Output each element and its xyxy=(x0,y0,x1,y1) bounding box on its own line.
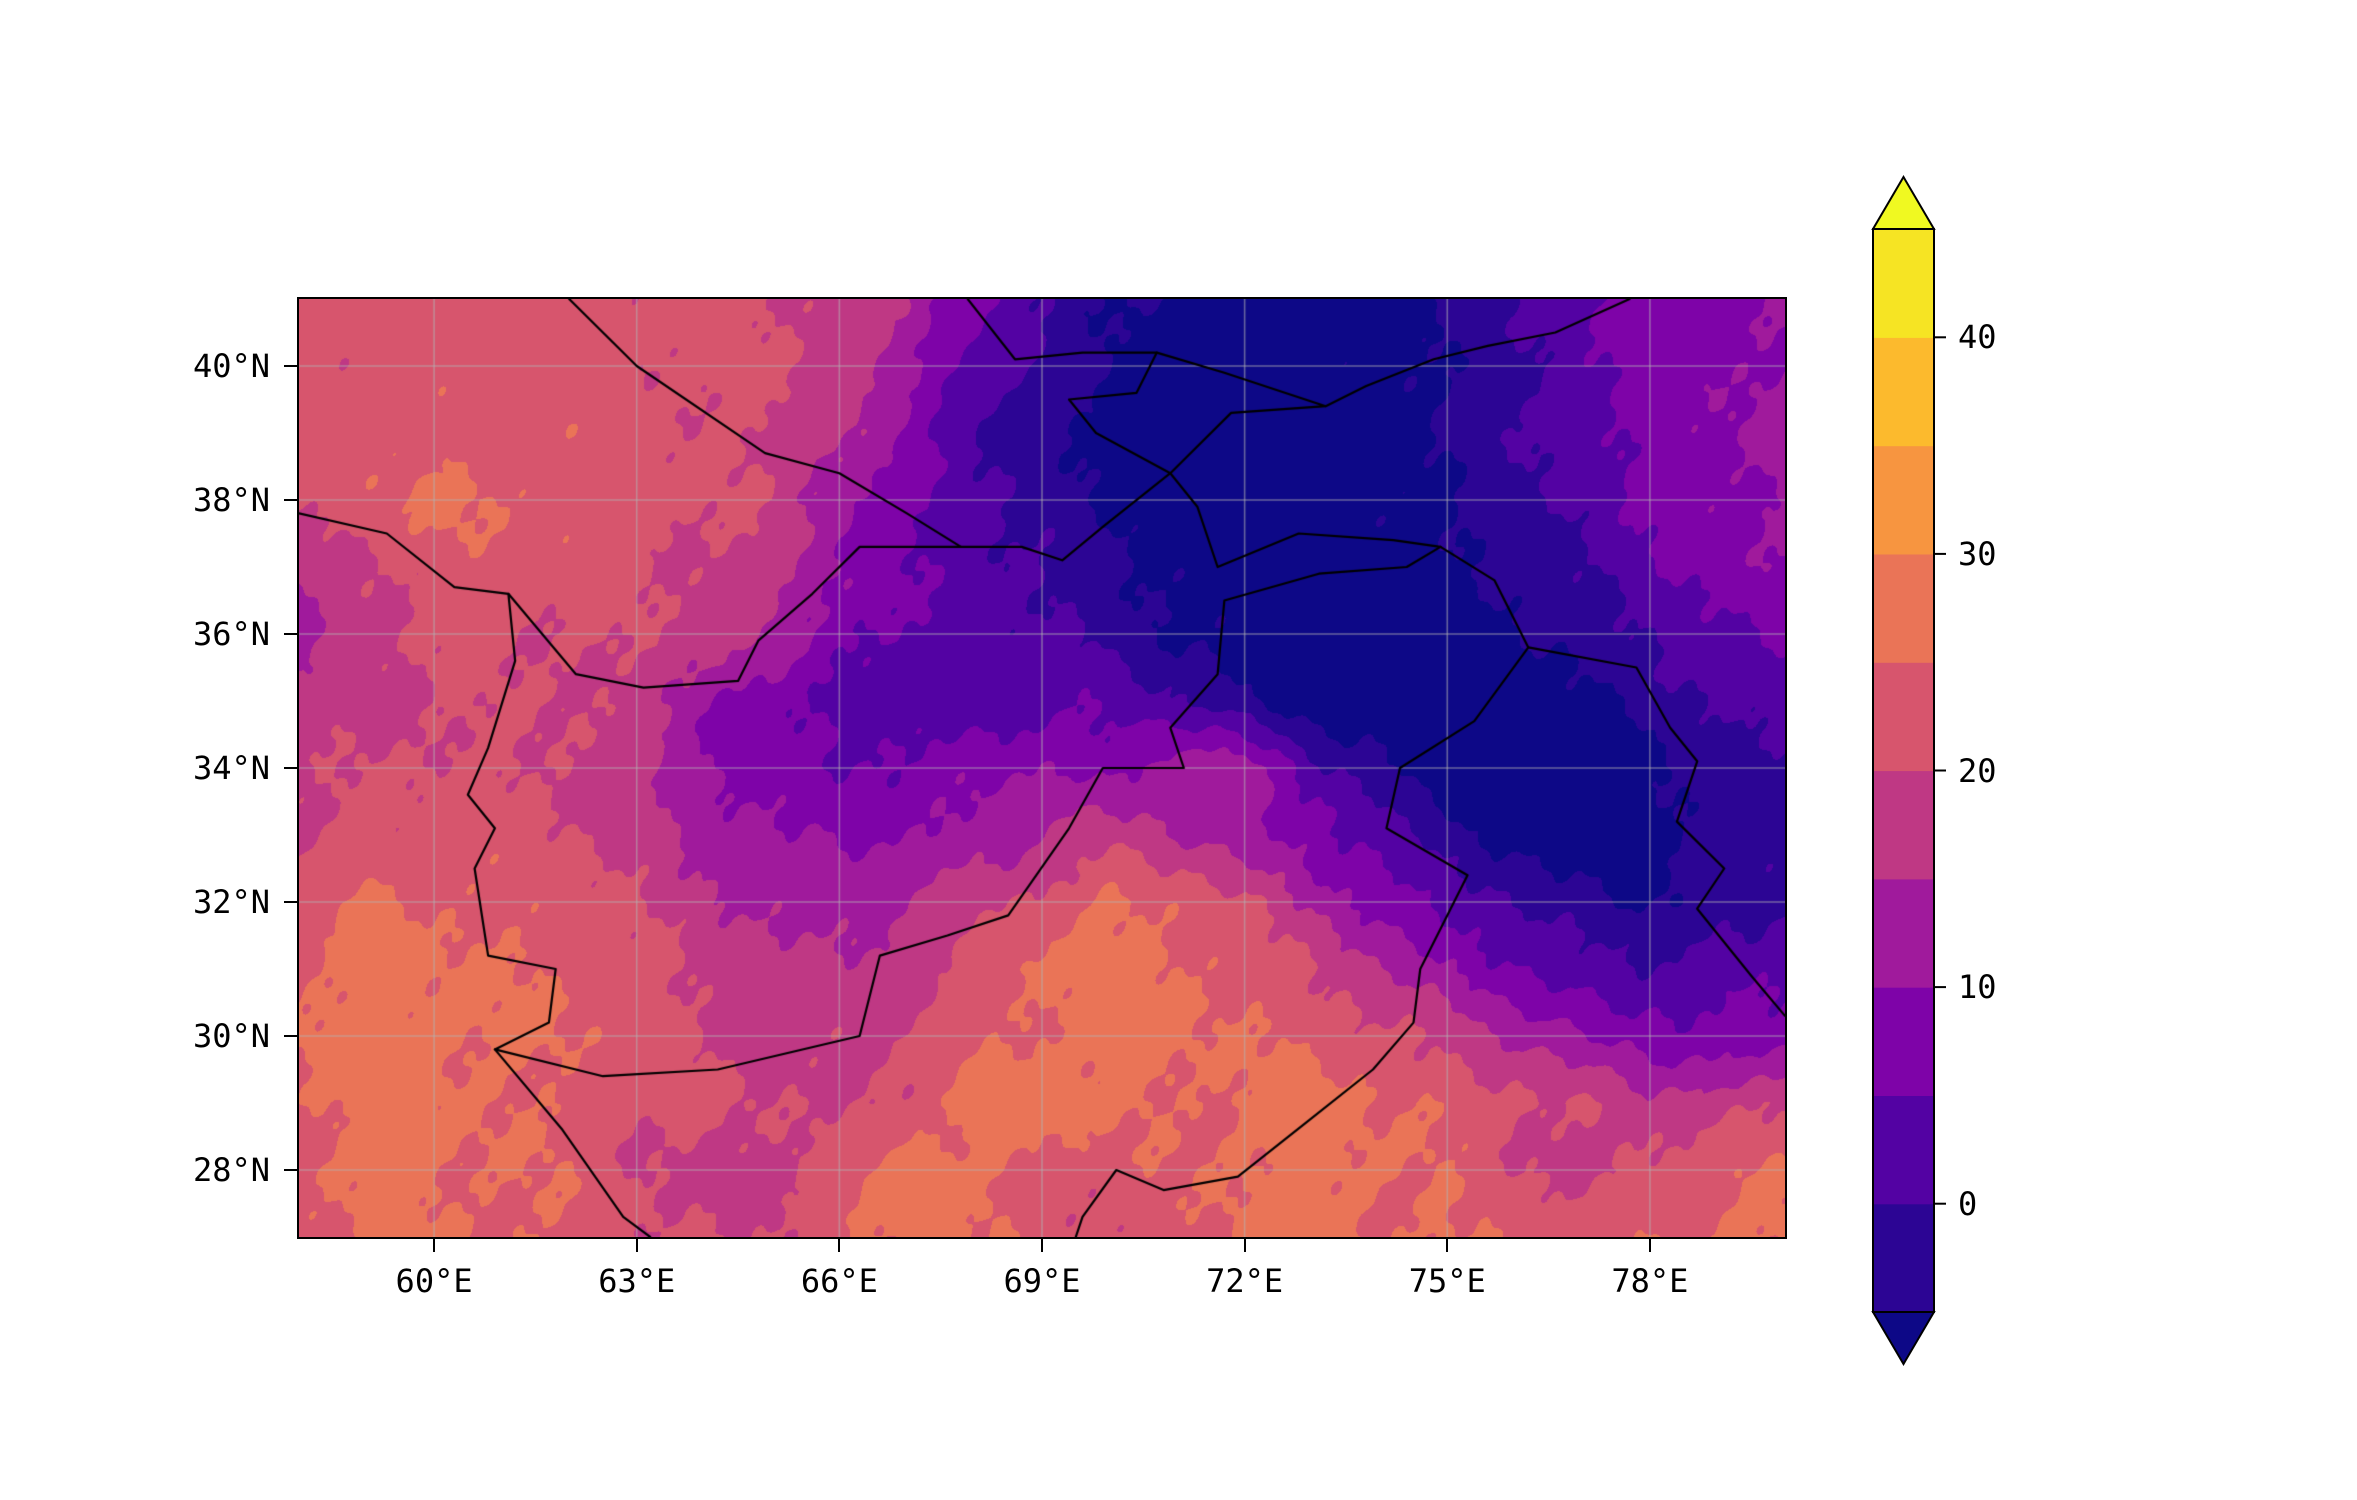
temperature-map-canvas xyxy=(299,299,1785,1237)
colorbar: 0 10 20 30 40 xyxy=(1850,165,2090,1425)
y-tick-label: 28°N xyxy=(192,1151,270,1189)
colorbar-tick-label: 0 xyxy=(1958,1184,1978,1223)
x-tick-mark xyxy=(433,1239,436,1252)
y-tick-mark xyxy=(284,365,297,367)
colorbar-tick-label: 40 xyxy=(1958,318,1997,357)
x-tick-label: 78°E xyxy=(1611,1262,1689,1300)
x-tick-label: 75°E xyxy=(1408,1262,1486,1300)
colorbar-gradient xyxy=(1871,175,1946,1366)
y-tick-mark xyxy=(284,1035,297,1037)
y-tick-label: 30°N xyxy=(192,1017,270,1055)
x-tick-label: 66°E xyxy=(800,1262,878,1300)
plot-area xyxy=(297,297,1787,1239)
x-tick-mark xyxy=(1446,1239,1449,1252)
x-tick-label: 72°E xyxy=(1206,1262,1284,1300)
y-tick-mark xyxy=(284,767,297,769)
x-tick-mark xyxy=(838,1239,841,1252)
x-tick-label: 69°E xyxy=(1003,1262,1081,1300)
x-tick-label: 60°E xyxy=(395,1262,473,1300)
y-tick-mark xyxy=(284,901,297,903)
y-tick-label: 38°N xyxy=(192,481,270,519)
x-tick-mark xyxy=(1041,1239,1043,1252)
y-tick-label: 40°N xyxy=(192,347,270,385)
x-tick-mark xyxy=(1648,1239,1651,1252)
x-tick-mark xyxy=(1243,1239,1246,1252)
colorbar-tick-label: 20 xyxy=(1958,751,1997,790)
colorbar-tick-label: 30 xyxy=(1958,534,1997,573)
x-tick-mark xyxy=(635,1239,638,1252)
y-tick-mark xyxy=(284,1169,297,1171)
x-tick-label: 63°E xyxy=(598,1262,676,1300)
colorbar-tick-label: 10 xyxy=(1958,968,1997,1007)
y-tick-label: 32°N xyxy=(192,883,270,921)
y-tick-mark xyxy=(284,633,297,635)
y-tick-label: 36°N xyxy=(192,615,270,653)
y-tick-label: 34°N xyxy=(192,749,270,787)
y-tick-mark xyxy=(284,499,297,501)
